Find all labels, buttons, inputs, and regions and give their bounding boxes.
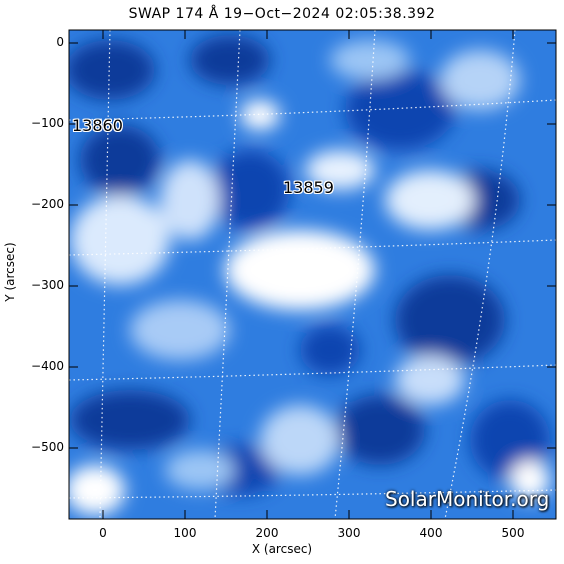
y-tick-label: −100 — [31, 116, 64, 130]
y-tick-label: −400 — [31, 359, 64, 373]
region-label-13859: 13859 — [283, 178, 334, 197]
y-tick-label: −200 — [31, 197, 64, 211]
x-tick-label: 500 — [501, 526, 525, 540]
solarmonitor-watermark: SolarMonitor.org — [385, 487, 550, 511]
image-title: SWAP 174 Å 19−Oct−2024 02:05:38.392 — [128, 6, 436, 22]
x-tick-label: 100 — [173, 526, 197, 540]
y-tick-label: −300 — [31, 278, 64, 292]
region-label-13860: 13860 — [72, 116, 123, 135]
y-tick-label: −500 — [31, 440, 64, 454]
x-tick-label: 400 — [419, 526, 443, 540]
x-axis-label: X (arcsec) — [251, 542, 313, 556]
x-tick-label: 0 — [99, 526, 107, 540]
x-axis-ticks — [102, 30, 514, 519]
solar-euv-image — [69, 30, 556, 519]
y-tick-label: 0 — [56, 35, 64, 49]
x-tick-label: 300 — [337, 526, 361, 540]
y-axis-ticks — [69, 42, 556, 449]
x-tick-label: 200 — [255, 526, 279, 540]
y-axis-label: Y (arcsec) — [3, 242, 17, 302]
